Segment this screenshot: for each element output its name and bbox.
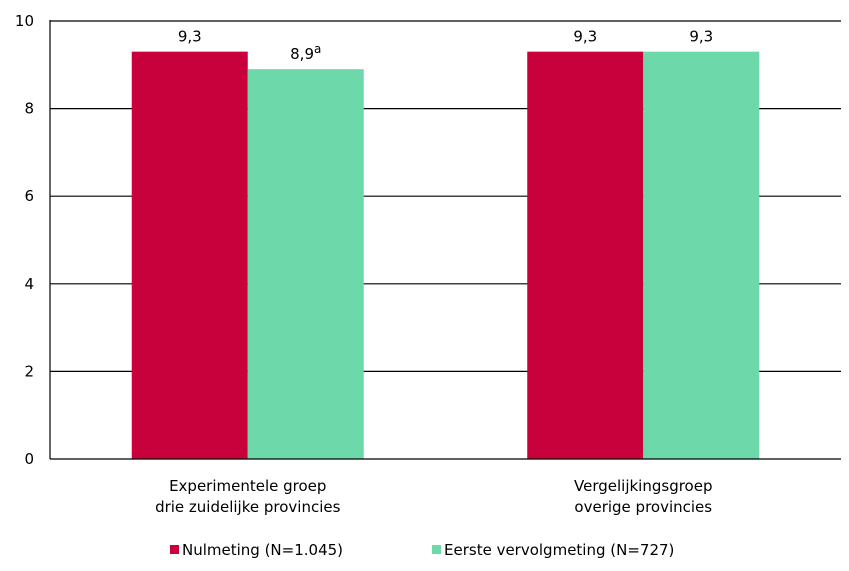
y-tick-label: 10 [15,12,34,30]
bar-1-0 [527,51,644,459]
data-label: 8,9a [290,42,321,63]
data-label-value: 8,9 [290,45,314,63]
data-label-value: 9,3 [178,28,202,46]
data-label: 9,3 [178,28,202,46]
bar-0-0 [131,51,248,459]
data-label-value: 9,3 [573,28,597,46]
y-tick-label: 6 [24,187,34,205]
legend-swatch-0 [170,545,179,554]
bar-0-1 [247,69,364,460]
legend-label-0: Nulmeting (N=1.045) [182,541,343,559]
data-label-value: 9,3 [689,28,713,46]
y-axis-tick-labels: 0 2 4 6 8 10 [15,12,34,468]
legend-swatch-1 [432,545,441,554]
y-tick-label: 4 [24,275,34,293]
legend: Nulmeting (N=1.045) Eerste vervolgmeting … [170,541,674,559]
data-label: 9,3 [689,28,713,46]
bar-1-1 [643,51,760,459]
data-labels: 9,3 8,9a 9,3 9,3 [178,28,713,64]
data-label-superscript: a [314,42,321,56]
data-label: 9,3 [573,28,597,46]
y-tick-label: 8 [24,100,34,118]
bars [131,51,760,460]
y-tick-label: 0 [24,450,34,468]
category-label: Vergelijkingsgroep [574,477,712,495]
axes [49,20,841,460]
category-label: Experimentele groep [169,477,326,495]
legend-label-1: Eerste vervolgmeting (N=727) [444,541,674,559]
y-tick-label: 2 [24,362,34,380]
category-label: drie zuidelijke provincies [155,498,341,516]
x-axis-category-labels: Experimentele groep drie zuidelijke provi… [155,477,712,516]
category-label: overige provincies [574,498,712,516]
